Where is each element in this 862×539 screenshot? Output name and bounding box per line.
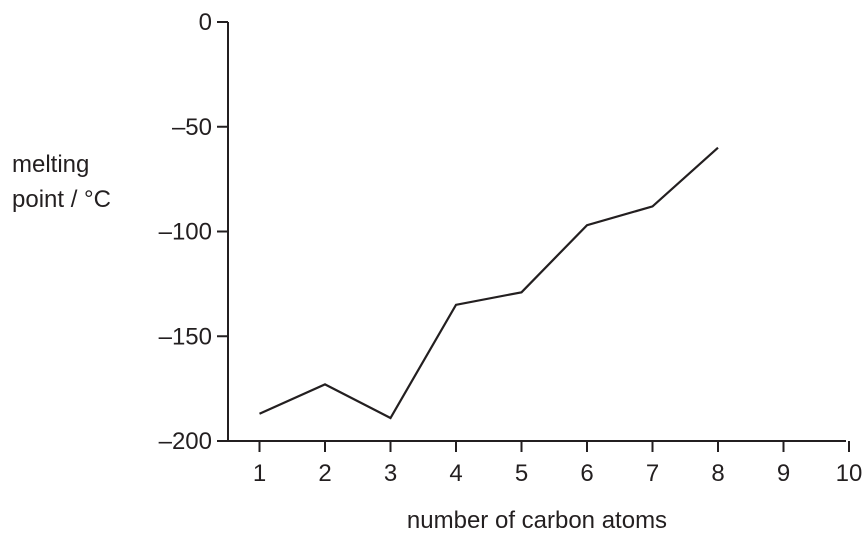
x-axis-label: number of carbon atoms	[407, 507, 667, 534]
y-tick-label: –50	[172, 114, 212, 141]
y-tick-label: 0	[199, 9, 212, 36]
y-tick-label: –100	[159, 219, 212, 246]
series	[259, 146, 719, 420]
x-tick-label: 3	[384, 460, 397, 487]
x-tick-label: 5	[515, 460, 528, 487]
y-tick-label: –200	[159, 428, 212, 455]
axes	[227, 22, 846, 442]
melting-point-series-line	[259, 146, 719, 420]
ticks: 0 –50 –100 –150 –200 1 2 3 4 5 6 7 8 9 10	[159, 9, 862, 487]
y-tick-label: –150	[159, 323, 212, 350]
x-tick-label: 7	[646, 460, 659, 487]
x-tick-label: 8	[711, 460, 724, 487]
x-tick-label: 2	[318, 460, 331, 487]
x-tick-label: 4	[449, 460, 462, 487]
x-tick-label: 6	[580, 460, 593, 487]
x-tick-label: 9	[777, 460, 790, 487]
y-axis-label-line-2: point / °C	[12, 186, 111, 213]
x-tick-label: 1	[253, 460, 266, 487]
x-tick-label: 10	[836, 460, 862, 487]
y-axis-label-line-1: melting	[12, 151, 89, 178]
